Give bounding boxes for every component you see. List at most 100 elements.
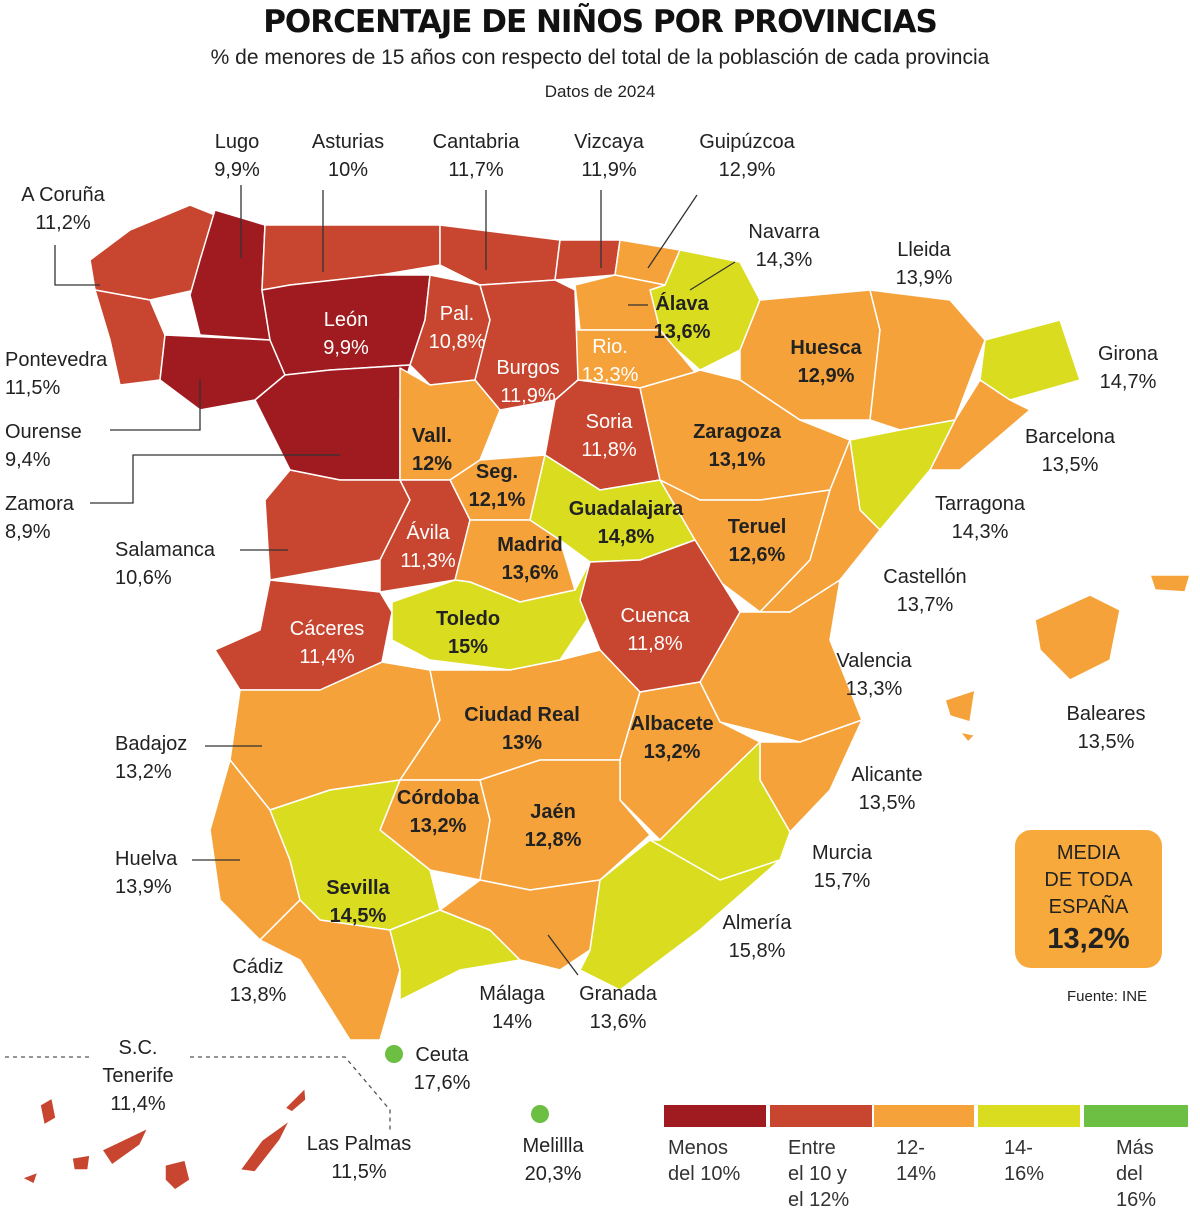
province-name: Las Palmas [306,1133,412,1155]
province-baleares [944,689,976,723]
province-value: 11,7% [448,159,504,181]
province-baleares [1034,594,1121,681]
province-value: 11,3% [400,550,456,572]
province-label: Cáceres 11,4% [290,615,364,671]
province-value: 13,5% [858,792,916,814]
province-name: Cuenca [620,605,690,627]
province-value: 11,9% [500,385,556,407]
legend-label: 12- 14% [896,1137,937,1185]
province-value: 13,6% [501,562,559,584]
city-marker-melillla [531,1105,549,1123]
province-label: A Coruña 11,2% [21,181,104,237]
province-label: Lleida 13,9% [896,236,953,292]
province-value: 12,8% [524,829,582,851]
province-value: 13,2% [643,741,701,763]
province-value: 9,9% [214,159,260,181]
province-value: 11,5% [5,377,61,399]
province-value: 9,4% [5,449,51,471]
province-las-palmas [284,1087,307,1113]
province-name: Rio. [592,336,628,358]
province-name: Huelva [115,848,178,870]
province-label: Pal. 10,8% [429,300,486,356]
province-value: 11,8% [581,439,637,461]
province-label: Madrid 13,6% [497,531,563,587]
date-note: Datos de 2024 [544,82,656,101]
province-label: Lugo 9,9% [214,128,260,184]
province-value: 9,9% [323,337,369,359]
province-label: Baleares 13,5% [1067,700,1146,756]
province-value: 13,9% [895,267,953,289]
province-name: Madrid [497,534,563,556]
province-label: Ourense 9,4% [5,418,82,474]
canarias-divider [5,1056,391,1130]
province-value: 13,6% [653,321,711,343]
province-value: 10,6% [115,567,172,589]
province-name: Salamanca [115,539,216,561]
province-name: Lleida [897,239,951,261]
province-value: 8,9% [5,521,51,543]
province-name: Toledo [435,608,501,630]
province-value: 12,1% [468,489,526,511]
province-value: 17,6% [413,1072,471,1094]
province-label: Soria 11,8% [581,408,636,464]
legend-label: 14- 16% [1004,1137,1045,1185]
province-name: Guipúzcoa [699,131,795,153]
province-s-c-tenerife [21,1171,39,1185]
province-value: 11,4% [299,646,355,668]
province-name: Álava [655,293,709,315]
province-value: 13,8% [229,984,287,1006]
province-label: Las Palmas 11,5% [307,1130,412,1186]
province-value: 13,2% [409,815,467,837]
province-label: Girona 14,7% [1098,340,1158,396]
province-label: Álava 13,6% [654,290,711,346]
province-value: 13% [501,732,543,754]
province-name: Pal. [439,303,475,325]
province-label: Granada 13,6% [579,980,657,1036]
average-box: MEDIA DE TODA ESPAÑA 13,2% [1015,830,1162,968]
province-name: S.C. Tenerife [102,1037,174,1087]
average-value: 13,2% [1047,923,1130,955]
province-vizcaya [554,239,621,281]
leader-line [110,380,201,431]
province-name: Burgos [496,357,560,379]
province-label: Toledo 15% [436,605,500,661]
province-c-diz [259,899,401,1041]
province-name: Pontevedra [5,349,108,371]
province-value: 14,8% [597,526,655,548]
leader-lines [54,185,736,976]
province-value: 20,3% [524,1163,582,1185]
province-label: Alicante 13,5% [851,761,922,817]
province-value: 13,3% [581,364,639,386]
province-label: Seg. 12,1% [469,458,526,514]
province-name: Ceuta [415,1044,469,1066]
province-label: Guipúzcoa 12,9% [699,128,795,184]
province-value: 15,7% [813,870,871,892]
province-value: 10,8% [428,331,486,353]
province-name: Málaga [479,983,545,1005]
province-name: Melillla [522,1135,584,1157]
province-value: 11,9% [581,159,637,181]
province-value: 14,7% [1099,371,1157,393]
province-label: Ávila 11,3% [400,519,455,575]
province-label: Rio. 13,3% [582,333,639,389]
average-label: MEDIA DE TODA ESPAÑA [1044,842,1133,918]
province-name: Alicante [851,764,923,786]
legend-swatch-0 [664,1105,766,1127]
province-label: Asturias 10% [312,128,384,184]
leader-line [54,245,100,286]
province-value: 13,6% [589,1011,647,1033]
legend-swatch-1 [770,1105,872,1127]
province-name: A Coruña [21,184,105,206]
province-label: Teruel 12,6% [728,513,787,569]
province-value: 15% [447,636,489,658]
province-label: Zaragoza 13,1% [693,418,781,474]
province-label: Albacete 13,2% [630,710,713,766]
province-name: Vall. [411,425,453,447]
province-value: 13,5% [1077,731,1135,753]
province-label: Burgos 11,9% [496,354,559,410]
province-value: 12,9% [718,159,776,181]
province-label: Cádiz 13,8% [230,953,287,1009]
legend-label: Menos del 10% [668,1137,741,1185]
province-zamora [254,364,411,481]
province-name: Seg. [475,461,519,483]
